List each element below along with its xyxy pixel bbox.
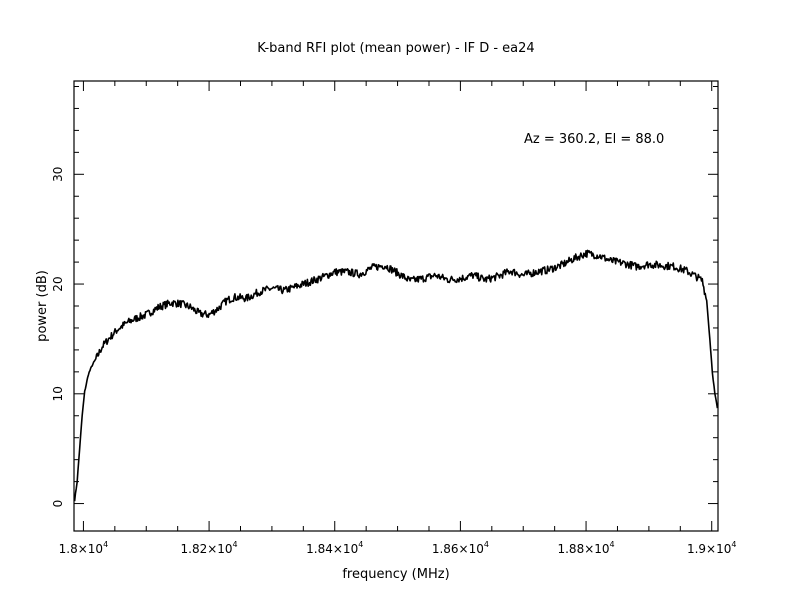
y-tick-label: 30 <box>51 167 65 182</box>
x-tick-label: 1.8×104 <box>59 540 109 556</box>
x-tick-label: 1.88×104 <box>557 540 614 556</box>
x-tick-label: 1.86×104 <box>432 540 489 556</box>
y-tick-label: 0 <box>51 500 65 508</box>
x-tick-label: 1.82×104 <box>181 540 238 556</box>
y-axis <box>74 85 718 505</box>
mean-power-line <box>73 249 719 502</box>
chart-title: K-band RFI plot (mean power) - IF D - ea… <box>257 41 534 56</box>
plot-frame <box>73 80 719 532</box>
x-tick-labels: 1.8×104 1.82×104 1.84×104 1.86×104 1.88×104 1… <box>59 540 737 556</box>
x-axis <box>82 81 713 531</box>
y-tick-labels: 0 10 20 30 <box>51 167 65 508</box>
x-tick-label: 1.84×104 <box>306 540 363 556</box>
x-tick-label: 1.9×104 <box>687 540 737 556</box>
y-axis-label: power (dB) <box>35 270 50 342</box>
y-tick-label: 10 <box>51 386 65 401</box>
x-axis-label: frequency (MHz) <box>342 567 449 582</box>
position-annotation: Az = 360.2, El = 88.0 <box>524 132 664 147</box>
y-tick-label: 20 <box>51 276 65 291</box>
